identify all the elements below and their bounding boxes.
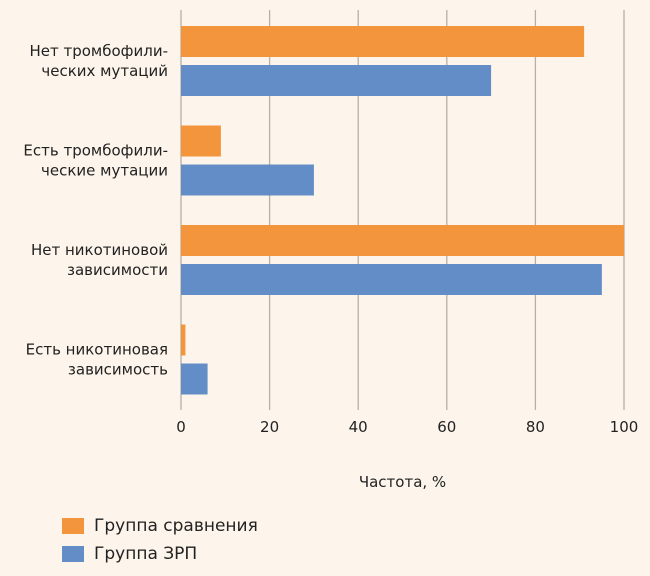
y-category-label: Нет тромбофили- — [29, 42, 168, 60]
bar-fgr — [181, 363, 208, 395]
bar-fgr — [181, 65, 492, 96]
y-category-label: ческие мутации — [41, 162, 168, 180]
legend-label: Группа ЗРП — [94, 544, 198, 564]
legend-label: Группа сравнения — [94, 516, 258, 536]
y-category-label: Есть тромбофили- — [23, 142, 168, 160]
y-category-label: Нет никотиновой — [31, 241, 168, 259]
x-tick-label: 20 — [260, 418, 279, 436]
y-category-label: Есть никотиновая — [26, 341, 168, 359]
x-tick-label: 100 — [610, 418, 639, 436]
legend-item-fgr: Группа ЗРП — [62, 540, 258, 568]
bar-comparison — [181, 26, 585, 57]
y-category-label: зависимости — [67, 261, 168, 279]
bar-comparison — [181, 225, 624, 256]
bar-chart: 0 20 40 60 80 100 Нет тромбофили-ческих мутаци… — [23, 10, 639, 491]
x-tick-label: 60 — [437, 418, 456, 436]
legend-item-comparison: Группа сравнения — [62, 512, 258, 540]
y-category-label: зависимость — [68, 361, 168, 379]
x-tick-label: 0 — [176, 418, 186, 436]
bar-comparison — [181, 125, 221, 157]
x-axis-title: Частота, % — [359, 473, 446, 491]
bar-fgr — [181, 164, 314, 196]
bar-comparison — [181, 324, 186, 356]
bar-fgr — [181, 264, 602, 295]
legend-swatch — [62, 546, 84, 562]
x-tick-label: 40 — [349, 418, 368, 436]
legend: Группа сравнения Группа ЗРП — [62, 512, 258, 568]
legend-swatch — [62, 518, 84, 534]
y-category-label: ческих мутаций — [41, 62, 168, 80]
x-tick-label: 80 — [526, 418, 545, 436]
